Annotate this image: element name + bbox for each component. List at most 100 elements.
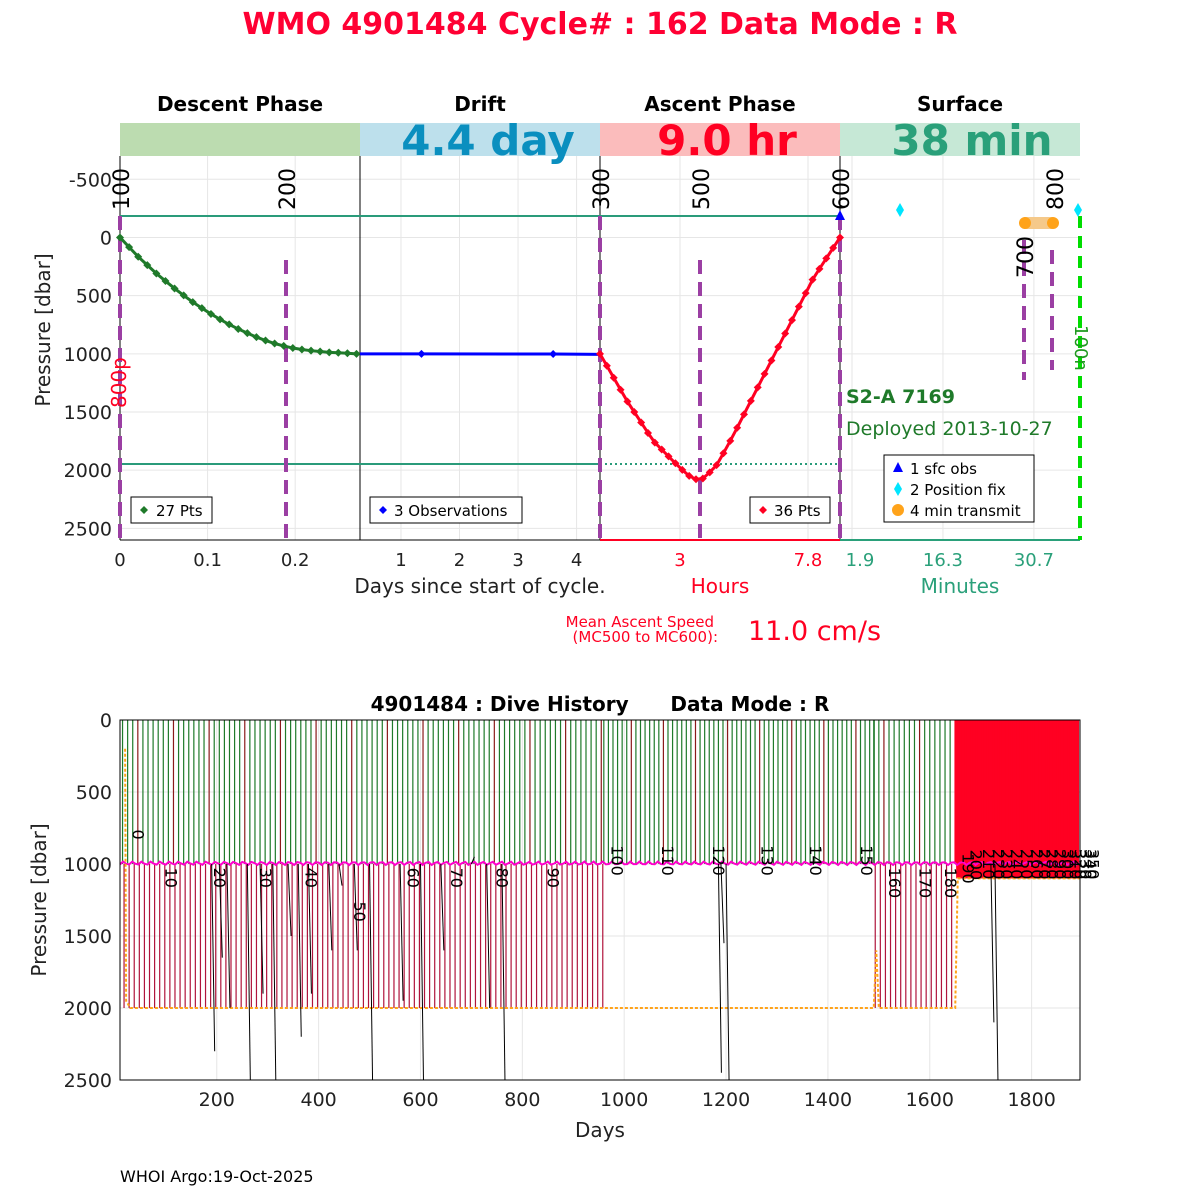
minutes-axis-label: Minutes bbox=[921, 574, 1000, 598]
bathymetry-trace bbox=[725, 863, 730, 1081]
bathymetry-trace bbox=[226, 863, 231, 1009]
position-fix-marker bbox=[1074, 203, 1082, 217]
ascent-point bbox=[753, 383, 762, 392]
cycle-label: 220 bbox=[989, 849, 1008, 880]
ascent-point bbox=[726, 436, 735, 445]
cycle-label: 100 bbox=[607, 845, 626, 876]
ascent-point bbox=[630, 408, 639, 416]
cycle-label: 90 bbox=[544, 868, 563, 888]
bathymetry-trace bbox=[218, 863, 223, 958]
cycle-label: 140 bbox=[806, 845, 825, 876]
top-y-tick-label: 2500 bbox=[64, 518, 112, 540]
transmit-end-marker bbox=[1047, 217, 1059, 229]
top-y-tick-label: -500 bbox=[69, 169, 112, 191]
cycle-label: 40 bbox=[302, 868, 321, 888]
figure-title: WMO 4901484 Cycle# : 162 Data Mode : R bbox=[243, 7, 958, 42]
cycle-label: 130 bbox=[758, 845, 777, 876]
descent-point bbox=[216, 315, 225, 324]
bathymetry-trace bbox=[990, 863, 995, 1023]
surface-x-tick-label: 30.7 bbox=[1014, 550, 1054, 571]
cycle-label: 170 bbox=[915, 868, 934, 899]
descent-point bbox=[307, 346, 316, 355]
cycle-label: 0 bbox=[129, 829, 148, 839]
bathymetry-trace bbox=[338, 863, 343, 886]
surface-legend: 1 sfc obs 2 Position fix 4 min transmit bbox=[883, 454, 1035, 523]
bathymetry-trace bbox=[246, 863, 251, 1081]
dive-history-sticks bbox=[121, 720, 1081, 1008]
cycle-label: 280 bbox=[1043, 849, 1062, 880]
ascent-series bbox=[596, 233, 844, 484]
descent-point bbox=[225, 320, 234, 329]
cycle-label: 230 bbox=[997, 849, 1016, 880]
days-axis-label: Days since start of cycle. bbox=[354, 574, 605, 598]
ascent-point bbox=[801, 289, 810, 298]
drift-series bbox=[360, 349, 601, 359]
mc300-label: 300 bbox=[590, 168, 615, 210]
ascent-point bbox=[671, 459, 680, 468]
descent-legend-text: 27 Pts bbox=[156, 502, 203, 520]
bottom-x-tick-label: 1000 bbox=[600, 1089, 648, 1111]
bathymetry-trace bbox=[211, 863, 216, 1052]
ascent-speed-sublabel: (MC500 to MC600): bbox=[573, 628, 718, 646]
ascent-point bbox=[692, 475, 700, 484]
top-y-tick-label: 0 bbox=[100, 227, 112, 249]
cycle-label: 270 bbox=[1035, 849, 1054, 880]
surface-legend-transmit: 4 min transmit bbox=[910, 502, 1021, 520]
bottom-x-tick-label: 800 bbox=[504, 1089, 540, 1111]
descent-point bbox=[188, 298, 197, 307]
ascent-point bbox=[644, 428, 652, 437]
ascent-point bbox=[815, 264, 824, 273]
drift-legend-text: 3 Observations bbox=[394, 502, 508, 520]
bottom-x-tick-label: 400 bbox=[300, 1089, 336, 1111]
cycle-label: 340 bbox=[1081, 849, 1100, 880]
cycle-label: 350 bbox=[1083, 849, 1102, 880]
profile-pressure-line bbox=[124, 748, 1080, 1009]
bathymetry-trace bbox=[419, 863, 424, 1081]
bathymetry-trace bbox=[272, 863, 277, 1081]
cycle-label: 120 bbox=[709, 845, 728, 876]
descent-point bbox=[234, 324, 243, 333]
ascent-point bbox=[637, 418, 646, 427]
bathymetry-trace bbox=[486, 863, 491, 1009]
top-y-tick-label: 500 bbox=[76, 286, 112, 308]
descent-point bbox=[261, 336, 270, 345]
descent-x-tick-label: 0.2 bbox=[281, 550, 310, 571]
hours-axis-label: Hours bbox=[691, 574, 750, 598]
ascent-point bbox=[822, 254, 831, 263]
mc600-label: 600 bbox=[830, 168, 855, 210]
mc700-label: 700 bbox=[1014, 236, 1039, 278]
bottom-plot-frame bbox=[119, 719, 1081, 1081]
footer-credit: WHOI Argo:19-Oct-2025 bbox=[120, 1167, 314, 1186]
drift-legend: 3 Observations bbox=[369, 496, 523, 524]
descent-point bbox=[143, 261, 152, 270]
ascent-speed-value: 11.0 cm/s bbox=[748, 616, 881, 647]
bathymetry-trace bbox=[369, 863, 374, 1081]
descent-point bbox=[288, 344, 297, 353]
bathymetry-trace bbox=[307, 863, 312, 994]
ascent-point bbox=[712, 461, 721, 470]
cycle-label: 60 bbox=[404, 868, 423, 888]
bathymetry-trace bbox=[994, 863, 999, 1081]
descent-point bbox=[206, 309, 215, 318]
ascent-point bbox=[678, 465, 687, 474]
ascent-point bbox=[623, 397, 632, 406]
drift-duration: 4.4 day bbox=[401, 116, 575, 165]
ascent-point bbox=[596, 349, 604, 358]
bottom-x-tick-label: 1800 bbox=[1007, 1089, 1055, 1111]
mc100-label: 100 bbox=[110, 168, 135, 210]
descent-point bbox=[279, 341, 288, 350]
ascent-x-tick-label: 7.8 bbox=[794, 550, 823, 571]
bathymetry-trace bbox=[328, 863, 333, 951]
ascent-point bbox=[746, 396, 755, 405]
descent-point bbox=[343, 349, 352, 358]
descent-point bbox=[197, 304, 206, 313]
bathymetry-trace bbox=[720, 863, 725, 944]
ascent-point bbox=[650, 438, 659, 447]
descent-x-tick-label: 0 bbox=[114, 550, 125, 571]
ascent-legend: 36 Pts bbox=[749, 496, 831, 524]
bathymetry-trace bbox=[259, 863, 264, 994]
drift-point bbox=[549, 350, 558, 359]
ascent-duration: 9.0 hr bbox=[657, 116, 797, 165]
drift-phase-label: Drift bbox=[454, 92, 506, 116]
bottom-plot-title: 4901484 : Dive History Data Mode : R bbox=[371, 692, 830, 716]
